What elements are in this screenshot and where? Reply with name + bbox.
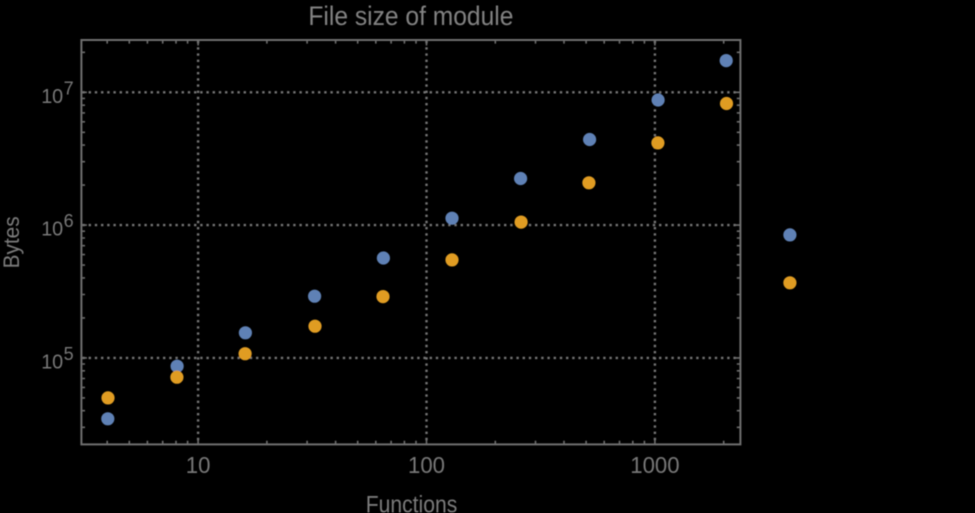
svg-text:5: 5 (64, 344, 74, 364)
svg-text:10: 10 (41, 85, 63, 108)
svg-text:7: 7 (64, 78, 74, 98)
svg-text:File size of module: File size of module (308, 1, 513, 31)
svg-text:100: 100 (408, 452, 445, 478)
svg-text:10: 10 (41, 351, 63, 374)
svg-text:10: 10 (186, 452, 211, 478)
svg-text:Bytes: Bytes (0, 216, 24, 268)
svg-text:10: 10 (41, 218, 63, 241)
svg-text:1000: 1000 (630, 452, 679, 478)
svg-text:Functions: Functions (366, 491, 458, 513)
svg-text:6: 6 (64, 211, 74, 231)
